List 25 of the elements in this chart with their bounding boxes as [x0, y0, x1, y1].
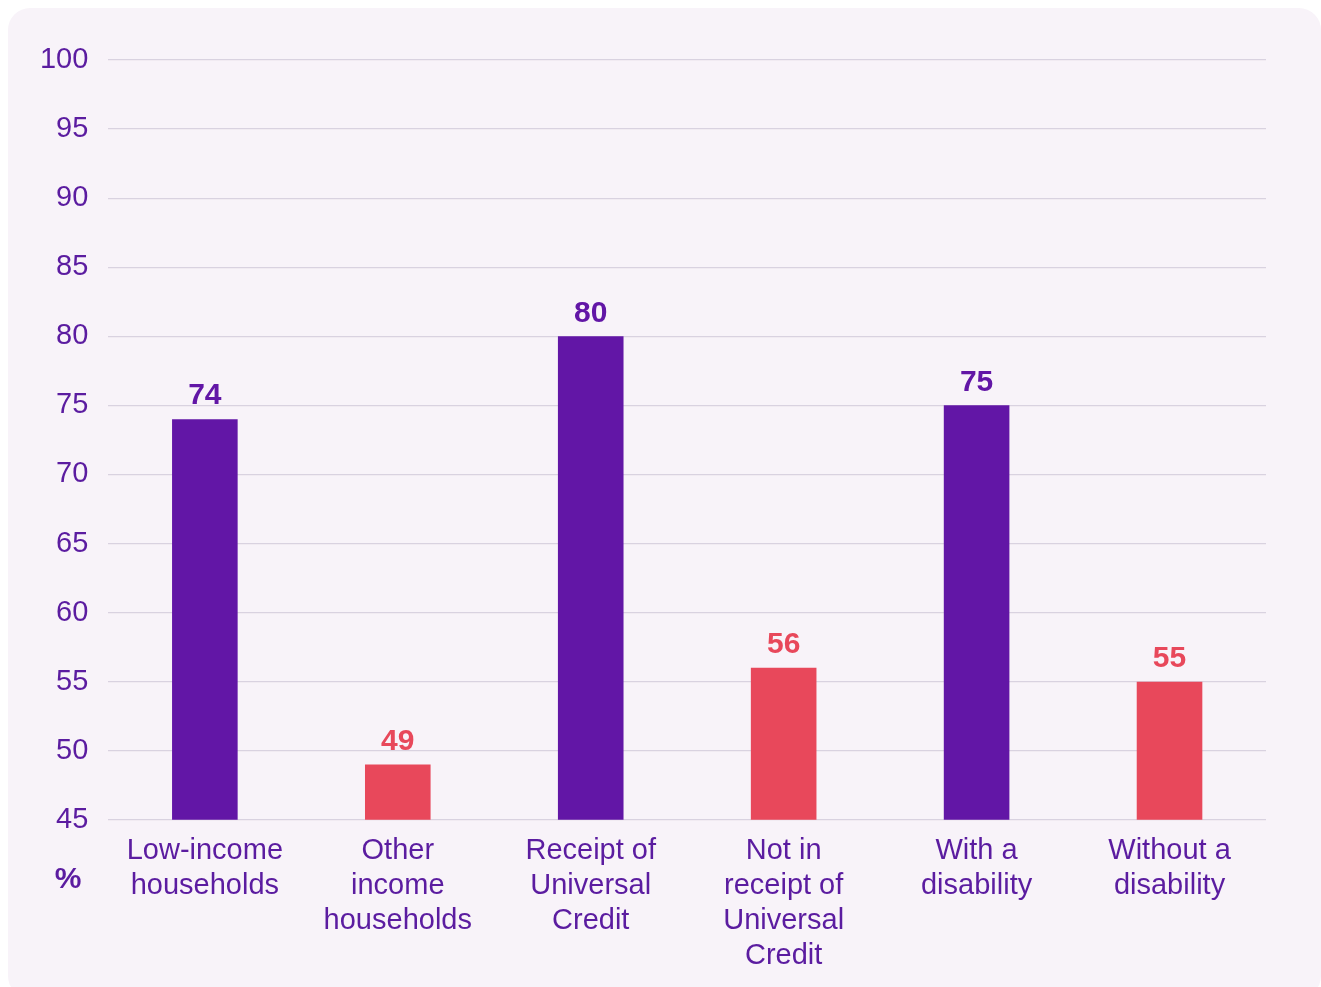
y-axis-title: % [54, 861, 82, 895]
data-label: 74 [188, 377, 222, 411]
x-tick-label: Low-income households [126, 833, 284, 900]
data-label: 49 [381, 722, 415, 756]
x-tick-label: Not in receipt of Universal Credit [723, 833, 845, 970]
y-tick-label: 60 [56, 594, 89, 627]
x-tick-label: Receipt of Universal Credit [525, 833, 657, 935]
data-label: 56 [766, 626, 801, 660]
x-tick-label: Without a disability [1108, 833, 1232, 900]
data-label: 55 [1152, 639, 1187, 673]
y-tick-label: 55 [56, 663, 89, 696]
y-tick-label: 90 [56, 180, 89, 213]
y-tick-label: 65 [56, 525, 89, 558]
y-tick-label: 50 [56, 732, 89, 765]
x-tick-label: With a disability [920, 833, 1033, 900]
y-tick-label: 95 [56, 111, 89, 144]
y-tick-label: 75 [56, 387, 89, 420]
y-tick-label: 70 [56, 456, 89, 489]
y-tick-label: 45 [56, 801, 89, 834]
y-tick-label: 100 [39, 42, 89, 74]
data-label: 75 [959, 363, 994, 397]
y-tick-label: 80 [56, 318, 89, 351]
x-tick-label: Other income households [323, 833, 472, 935]
data-label: 80 [574, 294, 608, 328]
y-tick-label: 85 [56, 249, 89, 282]
